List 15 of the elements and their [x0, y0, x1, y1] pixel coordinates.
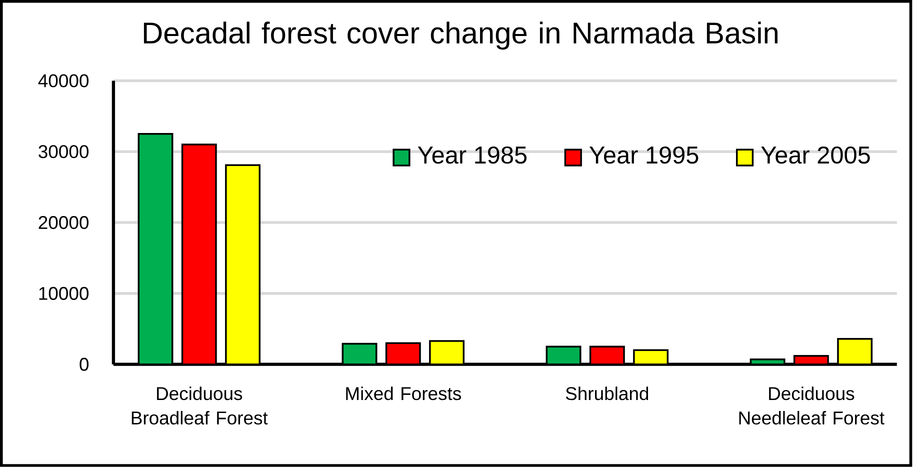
y-tick-label: 10000: [39, 286, 89, 300]
bar: [225, 164, 261, 364]
y-tick-label: 0: [80, 358, 89, 371]
x-tick-label: Mixed Forests: [346, 386, 461, 400]
x-tick-label: Deciduous Needleleaf Forest: [739, 386, 884, 425]
legend-label: Year 2005: [761, 146, 870, 164]
bar: [181, 144, 217, 364]
legend-label: Year 1985: [418, 146, 527, 164]
x-tick-label: Shrubland: [566, 386, 648, 400]
y-tick-label: 30000: [38, 145, 89, 158]
y-tick-label: 40000: [38, 74, 89, 88]
chart-title: Decadal forest cover change in Narmada Basin: [144, 22, 778, 50]
legend-label: Year 1995: [589, 146, 698, 164]
y-tick-label: 20000: [38, 216, 89, 230]
x-tick-label: Deciduous Broadleaf Forest: [132, 386, 268, 425]
